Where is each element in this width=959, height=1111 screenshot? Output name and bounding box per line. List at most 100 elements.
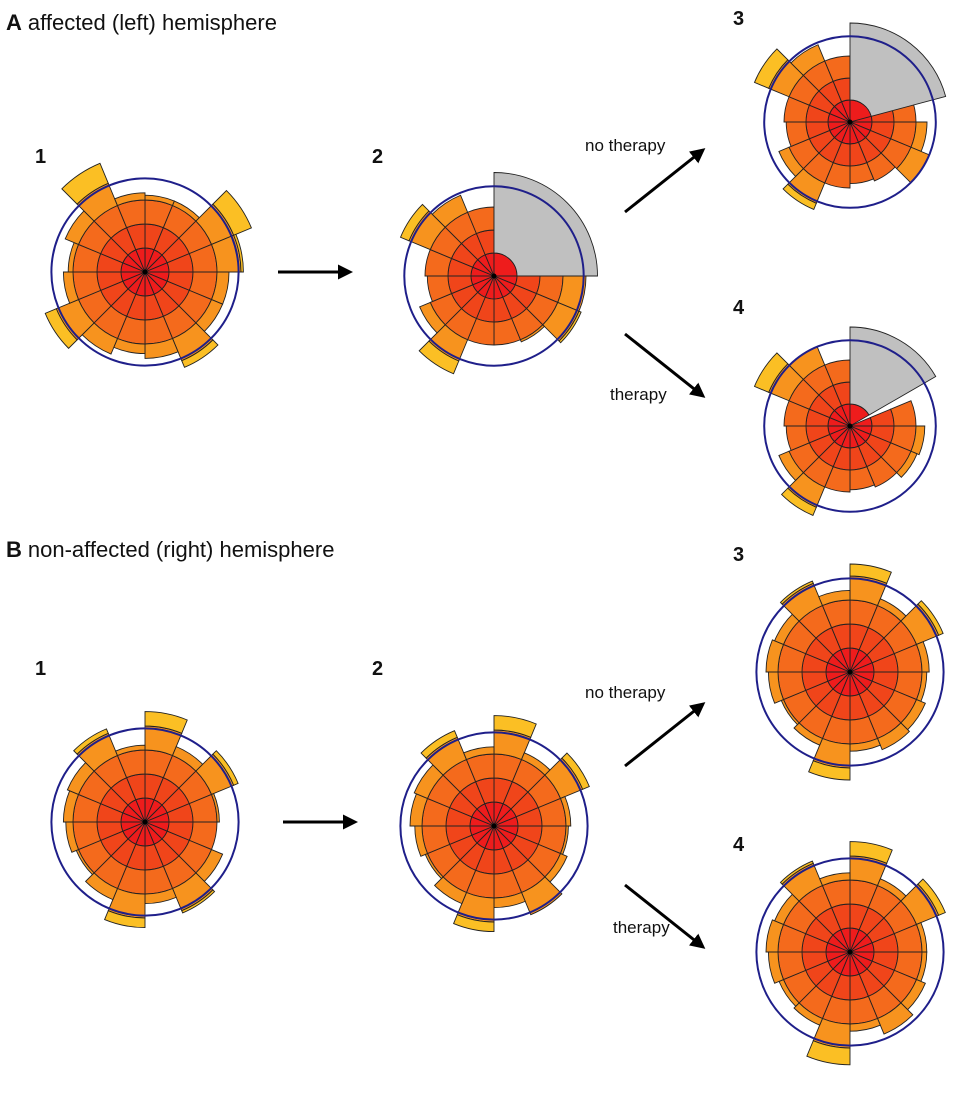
rose-segment xyxy=(144,337,179,359)
rose-panel-b-stage-4 xyxy=(755,841,946,1066)
rose-segment xyxy=(779,580,814,605)
panel-a-heading: affected (left) hemisphere xyxy=(27,10,277,35)
rose-panel-a-stage-3 xyxy=(753,22,947,210)
rose-segment xyxy=(819,872,851,887)
rose-panel-b-stage-2 xyxy=(399,715,590,933)
panel-b-arrow-therapy xyxy=(624,883,706,949)
rose-segment xyxy=(44,308,78,350)
rose-panel-a-stage-1 xyxy=(44,162,253,368)
rose-segment xyxy=(463,746,495,761)
panel-b-arrow-no-therapy xyxy=(624,702,706,768)
rose-segment xyxy=(808,760,851,781)
rose-segment xyxy=(917,878,946,916)
rose-segment xyxy=(779,860,814,885)
rose-segment xyxy=(399,203,430,242)
panel-a-arrow-therapy xyxy=(624,332,706,398)
rose-center xyxy=(491,823,497,829)
rose-segment xyxy=(115,744,146,757)
rose-panel-a-stage-4 xyxy=(753,326,937,517)
rose-center xyxy=(847,669,853,675)
rose-segment xyxy=(876,722,911,751)
rose-segment xyxy=(806,1040,851,1066)
rose-segment xyxy=(790,44,826,76)
rose-segment xyxy=(910,425,926,456)
rose-segment xyxy=(849,563,892,584)
rose-segment xyxy=(782,183,817,210)
reference-circle xyxy=(403,185,585,367)
rose-segment xyxy=(780,487,817,517)
rose-segment xyxy=(433,876,468,905)
panel-a-stage-2-label: 2 xyxy=(372,146,384,168)
rose-segment xyxy=(866,456,898,488)
panel-a-letter: A xyxy=(6,10,22,35)
rose-segment xyxy=(233,233,244,273)
rose-segment xyxy=(144,711,188,734)
rose-segment xyxy=(917,600,944,636)
rose-segment xyxy=(420,730,458,759)
rose-center xyxy=(847,119,853,125)
panel-b-stage-4-label: 4 xyxy=(733,834,745,856)
rose-segment xyxy=(519,324,546,343)
rose-segment xyxy=(212,750,239,786)
rose-center xyxy=(142,269,148,275)
reference-circle xyxy=(399,731,589,921)
panel-a-stage-4-label: 4 xyxy=(733,297,745,319)
rose-segment xyxy=(765,639,785,673)
rose-segment xyxy=(793,722,824,746)
reference-circle xyxy=(50,727,240,917)
reference-circle xyxy=(755,857,945,1047)
rose-segment xyxy=(453,914,495,933)
rose-segment xyxy=(493,715,537,738)
panel-b-stage-2-label: 2 xyxy=(372,658,384,680)
rose-segment xyxy=(419,301,446,334)
panel-b-heading: non-affected (right) hemisphere xyxy=(27,537,335,562)
rose-segment xyxy=(431,194,469,228)
rose-segment xyxy=(61,162,109,205)
rose-segment xyxy=(84,872,119,901)
rose-segment xyxy=(181,339,219,368)
panel-b-therapy-label: therapy xyxy=(613,918,670,937)
rose-segment xyxy=(558,310,582,344)
reference-circle xyxy=(50,177,240,367)
rose-segment xyxy=(181,889,216,914)
rose-segment xyxy=(212,189,253,236)
rose-segment xyxy=(778,146,804,178)
rose-segment xyxy=(73,728,109,755)
rose-segment xyxy=(778,450,804,482)
panel-b-no-therapy-label: no therapy xyxy=(585,683,666,702)
rose-segment xyxy=(114,192,146,207)
rose-segment xyxy=(896,450,918,478)
panel-b-letter: B xyxy=(6,537,22,562)
rose-segment xyxy=(818,589,851,607)
reference-circle xyxy=(763,35,937,209)
panel-a-arrow-no-therapy xyxy=(624,148,706,214)
panel-a-stage-1-label: 1 xyxy=(35,146,47,168)
rose-segment xyxy=(765,919,785,953)
reference-circle xyxy=(755,577,945,767)
rose-center xyxy=(142,819,148,825)
rose-segment xyxy=(520,876,563,916)
rose-panel-a-stage-2 xyxy=(399,172,598,375)
rose-segment xyxy=(104,910,146,929)
lesion-sector xyxy=(493,172,598,277)
rose-segment xyxy=(62,271,80,304)
rose-segment xyxy=(866,152,896,182)
panel-a-therapy-label: therapy xyxy=(610,385,667,404)
reference-circle xyxy=(763,339,937,513)
panel-b-stage-3-label: 3 xyxy=(733,544,745,566)
rose-segment xyxy=(793,1002,824,1026)
rose-segment xyxy=(915,641,930,673)
transition-arrows xyxy=(278,148,706,949)
lesion-sector xyxy=(849,326,937,416)
rose-segment xyxy=(890,400,917,427)
lesion-sector xyxy=(849,22,947,117)
rose-segment xyxy=(753,48,789,89)
rose-center xyxy=(847,423,853,429)
rose-segment xyxy=(876,1002,914,1035)
rose-segment xyxy=(753,352,789,393)
panel-a-stage-3-label: 3 xyxy=(733,8,745,30)
rose-segment xyxy=(849,841,893,864)
rose-center xyxy=(491,273,497,279)
